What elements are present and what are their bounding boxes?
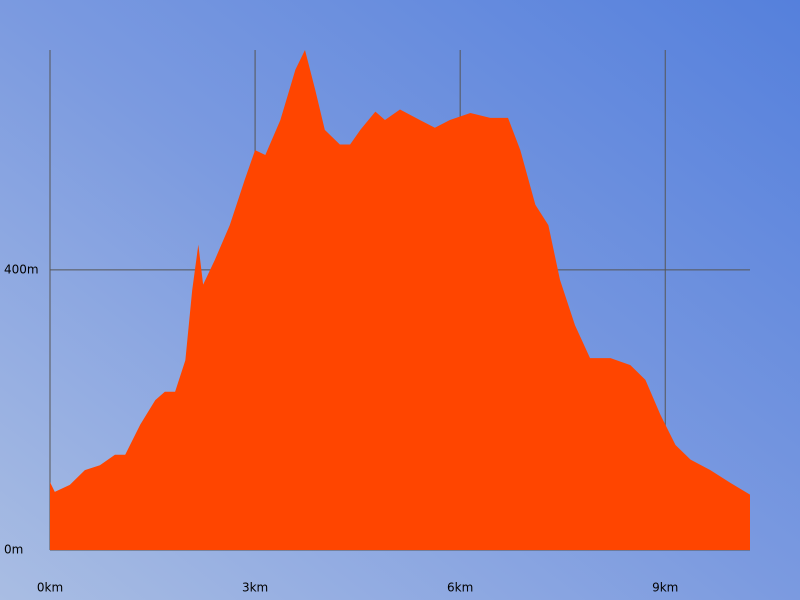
x-tick-label: 0km [37, 581, 63, 595]
x-tick-label: 9km [652, 581, 678, 595]
x-tick-label: 6km [447, 581, 473, 595]
x-tick-label: 3km [242, 581, 268, 595]
y-tick-label: 400m [4, 262, 39, 276]
y-tick-label: 0m [4, 543, 23, 557]
elevation-area [50, 50, 750, 550]
